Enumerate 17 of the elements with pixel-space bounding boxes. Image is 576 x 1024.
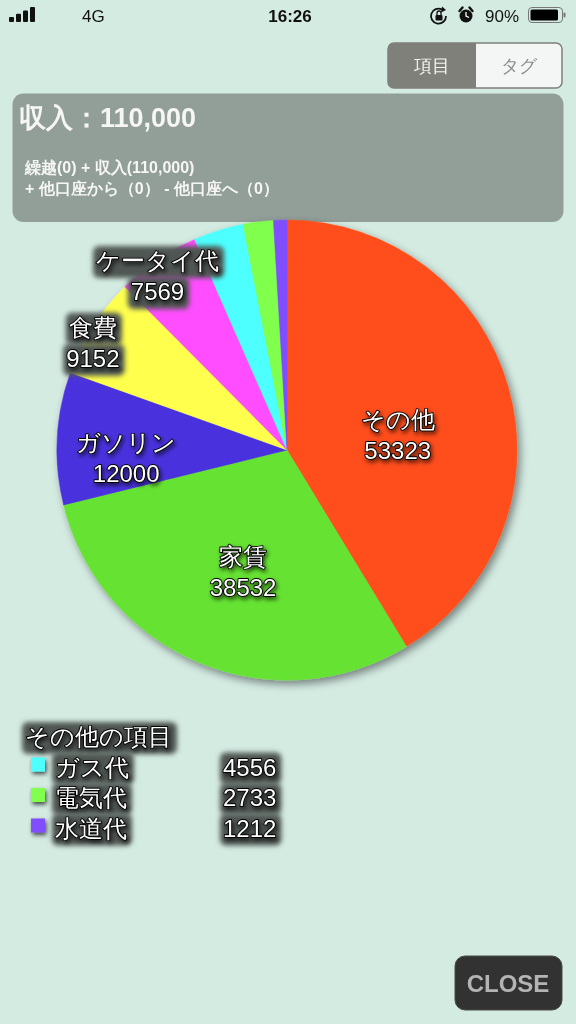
data-label: 53323 bbox=[364, 437, 432, 464]
text: 90% bbox=[485, 7, 520, 26]
text: 項目 bbox=[413, 56, 450, 76]
chart-subtitle: 繰越(0) + 収入(110,000) + 他口座から（0） - 他口座へ（0） bbox=[24, 159, 279, 198]
data-label: 38532 bbox=[209, 574, 277, 602]
pie-slice bbox=[286, 219, 518, 647]
chart-title: 収入：110,000 bbox=[19, 103, 197, 133]
text: タグ bbox=[501, 56, 538, 76]
pie-slice bbox=[273, 219, 288, 451]
slice-label: その他 bbox=[360, 406, 435, 433]
slice-label: ガソリン bbox=[76, 428, 177, 456]
text: 16:26 bbox=[268, 7, 312, 26]
data-label: 12000 bbox=[92, 459, 160, 487]
slice-label: 家賃 bbox=[219, 543, 268, 571]
text: 4G bbox=[82, 7, 105, 26]
legend: その他の項目 ガス代 4556 電気代 2733 水道代 1212 bbox=[22, 722, 282, 846]
text: CLOSE bbox=[466, 970, 550, 997]
